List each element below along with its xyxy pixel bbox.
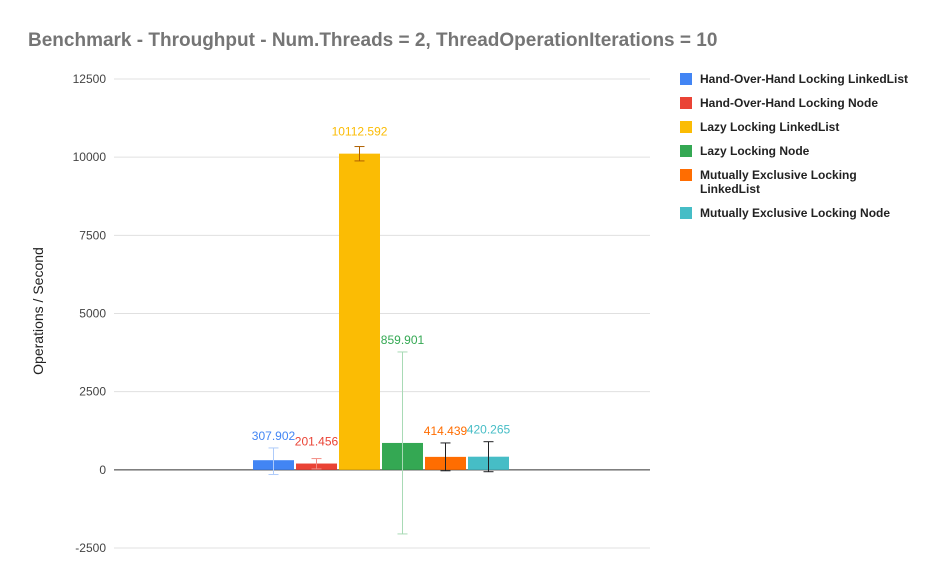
data-label: 420.265 bbox=[467, 423, 511, 437]
chart-legend: Hand-Over-Hand Locking LinkedList Hand-Ov… bbox=[680, 72, 920, 230]
data-label: 10112.592 bbox=[332, 125, 388, 139]
bar bbox=[339, 153, 380, 470]
legend-swatch bbox=[680, 97, 692, 109]
legend-swatch bbox=[680, 169, 692, 181]
legend-label: Hand-Over-Hand Locking Node bbox=[700, 96, 879, 110]
y-tick-label: 7500 bbox=[79, 228, 106, 242]
y-tick-label: 5000 bbox=[79, 307, 106, 321]
legend-item: Lazy Locking LinkedList bbox=[680, 120, 920, 134]
legend-label: Mutually Exclusive Locking Node bbox=[700, 206, 891, 220]
legend-item: Hand-Over-Hand Locking LinkedList bbox=[680, 72, 920, 86]
data-label: 859.901 bbox=[381, 333, 425, 347]
chart-title: Benchmark - Throughput - Num.Threads = 2… bbox=[28, 30, 718, 51]
y-tick-label: 2500 bbox=[79, 385, 106, 399]
y-tick-label: 12500 bbox=[73, 72, 107, 86]
legend-label: Lazy Locking LinkedList bbox=[700, 120, 840, 134]
data-label: 414.439 bbox=[424, 424, 468, 438]
legend-item: Hand-Over-Hand Locking Node bbox=[680, 96, 920, 110]
legend-label: Mutually Exclusive Locking LinkedList bbox=[700, 168, 857, 196]
y-tick-label: -2500 bbox=[75, 541, 106, 555]
y-tick-label: 0 bbox=[99, 463, 106, 477]
legend-swatch bbox=[680, 73, 692, 85]
legend-item: Mutually Exclusive Locking Node bbox=[680, 206, 920, 220]
y-tick-label: 10000 bbox=[73, 150, 107, 164]
legend-swatch bbox=[680, 207, 692, 219]
legend-item: Mutually Exclusive Locking LinkedList bbox=[680, 168, 920, 196]
legend-item: Lazy Locking Node bbox=[680, 144, 920, 158]
legend-label: Lazy Locking Node bbox=[700, 144, 810, 158]
legend-label: Hand-Over-Hand Locking LinkedList bbox=[700, 72, 909, 86]
legend-swatch bbox=[680, 121, 692, 133]
data-label: 307.902 bbox=[252, 429, 296, 443]
data-label: 201.456 bbox=[295, 435, 339, 449]
legend-swatch bbox=[680, 145, 692, 157]
